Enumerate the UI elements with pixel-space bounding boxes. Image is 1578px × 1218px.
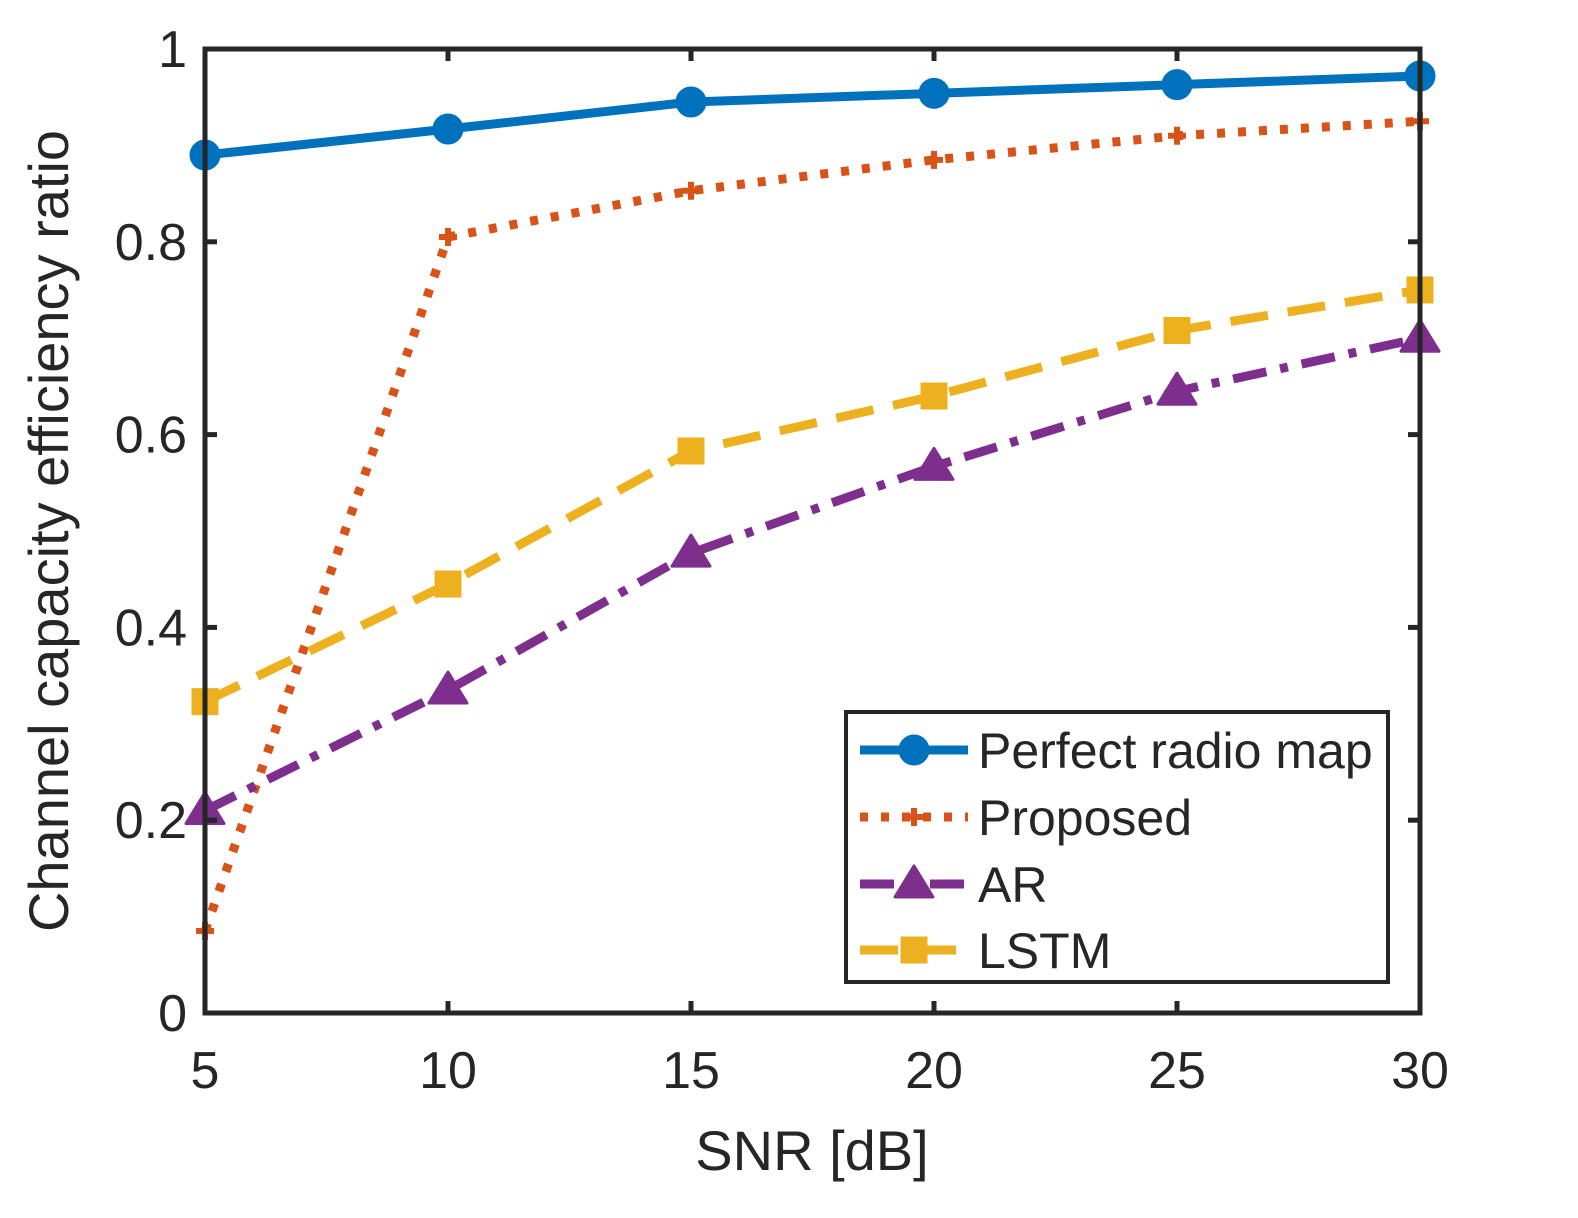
data-point bbox=[682, 182, 700, 200]
data-point bbox=[922, 384, 946, 408]
x-tick-label: 10 bbox=[419, 1042, 477, 1100]
x-tick-label: 30 bbox=[1391, 1042, 1449, 1100]
legend-marker bbox=[902, 938, 926, 962]
x-tick-label: 25 bbox=[1148, 1042, 1206, 1100]
data-point bbox=[920, 79, 948, 107]
y-tick-label: 0.8 bbox=[115, 214, 187, 272]
data-point bbox=[436, 572, 460, 596]
chart-root: 5 10 15 20 25 30 0 0.2 0.4 0.6 0.8 1 SNR [dB] Chann… bbox=[0, 0, 1578, 1213]
legend-marker bbox=[900, 736, 928, 764]
data-point bbox=[1165, 318, 1189, 342]
y-axis-label: Channel capacity efficiency ratio bbox=[17, 130, 80, 932]
y-tick-label: 1 bbox=[158, 21, 187, 79]
x-axis-label: SNR [dB] bbox=[695, 1119, 928, 1182]
legend-label: Perfect radio map bbox=[978, 723, 1373, 779]
y-tick-label: 0 bbox=[158, 985, 187, 1043]
legend-label: LSTM bbox=[978, 923, 1111, 979]
x-tick-label: 20 bbox=[905, 1042, 963, 1100]
data-point bbox=[434, 115, 462, 143]
data-point bbox=[1163, 71, 1191, 99]
y-tick-label: 0.4 bbox=[115, 599, 187, 657]
y-tick-label: 0.6 bbox=[115, 407, 187, 465]
legend-label: AR bbox=[978, 857, 1047, 913]
series-line-0 bbox=[205, 76, 1420, 155]
data-point bbox=[677, 88, 705, 116]
y-tick-label: 0.2 bbox=[115, 792, 187, 850]
x-tick-label: 15 bbox=[662, 1042, 720, 1100]
x-tick-label: 5 bbox=[191, 1042, 220, 1100]
data-point bbox=[439, 228, 457, 246]
data-point bbox=[679, 439, 703, 463]
data-point bbox=[925, 151, 943, 169]
data-point bbox=[1168, 127, 1186, 145]
legend-label: Proposed bbox=[978, 790, 1192, 846]
series-line-3 bbox=[205, 290, 1420, 702]
line-chart: 5 10 15 20 25 30 0 0.2 0.4 0.6 0.8 1 SNR [dB] Chann… bbox=[0, 0, 1578, 1213]
legend: Perfect radio map Proposed AR LSTM bbox=[846, 712, 1388, 982]
